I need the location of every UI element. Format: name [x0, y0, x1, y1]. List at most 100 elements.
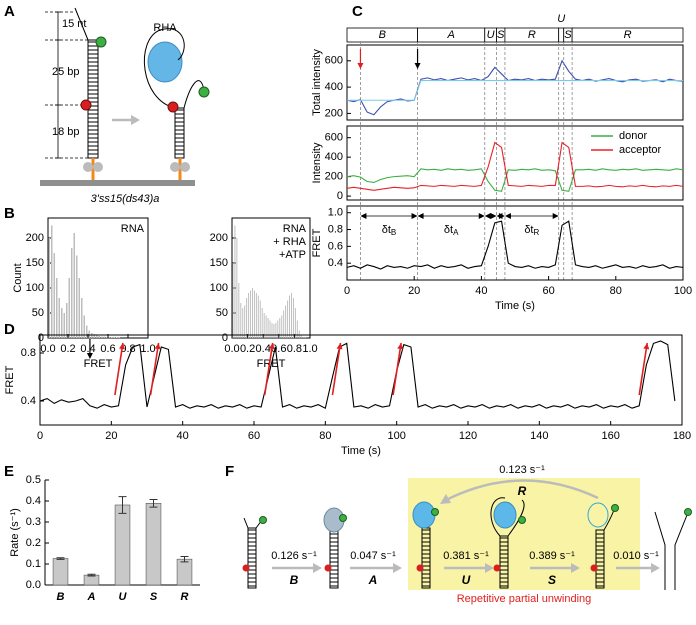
phase-label: U [487, 29, 495, 41]
histogram-bar [66, 303, 68, 338]
interval-label: δtA [444, 224, 459, 237]
interval-label: δtR [524, 224, 539, 237]
y-tick-label: 0 [38, 332, 44, 344]
x-tick-label: 0.2 [240, 343, 255, 355]
x-tick-label: 1.0 [302, 343, 317, 355]
y-tick-label: 0.4 [26, 495, 41, 507]
annotation: + RHA [273, 236, 306, 248]
y-tick-label: 100 [26, 282, 44, 294]
box-label: Repetitive partial unwinding [457, 593, 592, 605]
histogram-bar [48, 238, 50, 338]
panel-label: A [4, 3, 15, 20]
y-tick-label: 200 [210, 232, 228, 244]
histogram-bar [86, 325, 88, 338]
x-tick-label: 0.0 [224, 343, 239, 355]
line-series [346, 141, 684, 191]
arrow-head [268, 343, 275, 350]
legend-label: acceptor [619, 144, 662, 156]
plot-frame [346, 205, 684, 281]
x-tick-label: 0.8 [287, 343, 302, 355]
line-series [39, 340, 676, 410]
x-tick-label: 80 [319, 430, 331, 442]
histogram-bar [78, 278, 80, 338]
rate-label: 0.047 s⁻¹ [350, 550, 396, 562]
x-tick-label: 140 [530, 430, 548, 442]
histogram-bar [83, 315, 85, 338]
histogram-bar [108, 337, 110, 338]
histogram-bar [300, 335, 302, 338]
histogram-bar [61, 308, 63, 338]
histogram-bar [53, 253, 55, 338]
rise-arrow [114, 342, 124, 396]
histogram-bar [253, 290, 255, 338]
construct-caption: 3'ss15(ds43)a [91, 193, 160, 205]
x-tick-label: B [57, 591, 65, 603]
y-tick-label: 600 [325, 55, 343, 67]
dimension-label: 18 bp [52, 126, 80, 138]
histogram-bar [244, 305, 246, 338]
histogram-bar [291, 293, 292, 338]
x-tick-label: S [150, 591, 158, 603]
arrow-head [478, 213, 485, 219]
histogram-bar [63, 313, 65, 338]
y-tick-label: 50 [216, 307, 228, 319]
x-tick-label: 0.6 [271, 343, 286, 355]
y-tick-label: 0 [222, 332, 228, 344]
error-bar [180, 555, 189, 563]
y-axis-label: Total intensity [311, 49, 323, 116]
rate-label: 0.010 s⁻¹ [613, 550, 659, 562]
arrow-head [490, 213, 497, 219]
histogram-bar [106, 337, 108, 338]
arrow-head [643, 343, 650, 350]
x-tick-label: 0 [344, 285, 350, 297]
error-bar [149, 499, 158, 508]
x-tick-label: 40 [475, 285, 487, 297]
y-axis-label: Rate (s⁻¹) [9, 508, 21, 557]
x-tick-label: U [119, 591, 128, 603]
histogram-bar [298, 330, 300, 338]
histogram-bar [246, 298, 248, 338]
histogram-bar [263, 313, 265, 338]
histogram-bar [283, 310, 285, 338]
arrow-head [417, 213, 424, 219]
arrow-head [336, 343, 343, 350]
annotation: +ATP [279, 249, 306, 261]
arrow-head [552, 213, 559, 219]
histogram-bar [273, 324, 275, 338]
diagram-f: 0.126 s⁻¹ B 0.047 s⁻¹ A 0.381 s⁻¹ U 0.38… [242, 464, 692, 605]
histogram-bar [236, 238, 238, 338]
arrow-head [154, 343, 161, 350]
phase-segment [571, 27, 684, 43]
rise-arrow [638, 342, 648, 396]
arrow-head [119, 343, 125, 350]
rise-arrow [263, 342, 274, 396]
plot-frame [346, 125, 684, 201]
phase-label: S [497, 29, 505, 41]
plot-frame [346, 44, 684, 121]
x-tick-label: 0.4 [256, 343, 271, 355]
bar [114, 504, 131, 586]
arrow-head [484, 213, 491, 219]
histogram-bar [261, 308, 263, 338]
interval-label: δtB [382, 224, 397, 237]
arrow-head [414, 63, 421, 69]
x-tick-label: 60 [542, 285, 554, 297]
plot-frame [47, 217, 149, 339]
y-tick-label: 200 [325, 107, 343, 119]
phase-label: B [379, 29, 386, 41]
bar [145, 503, 162, 586]
x-tick-label: A [87, 591, 96, 603]
x-axis-label: Time (s) [341, 445, 381, 457]
y-tick-label: 0.8 [328, 223, 343, 235]
histogram-bar [296, 320, 298, 338]
interval-label-sub: R [534, 228, 540, 237]
histogram-bar [292, 298, 294, 338]
x-tick-label: 20 [408, 285, 420, 297]
line-series [346, 220, 684, 270]
dimension-label: 25 bp [52, 66, 80, 78]
histogram-bar [238, 283, 240, 338]
step-label: S [548, 573, 556, 587]
y-axis-label: Count [12, 263, 24, 292]
x-axis-label: FRET [84, 358, 113, 370]
